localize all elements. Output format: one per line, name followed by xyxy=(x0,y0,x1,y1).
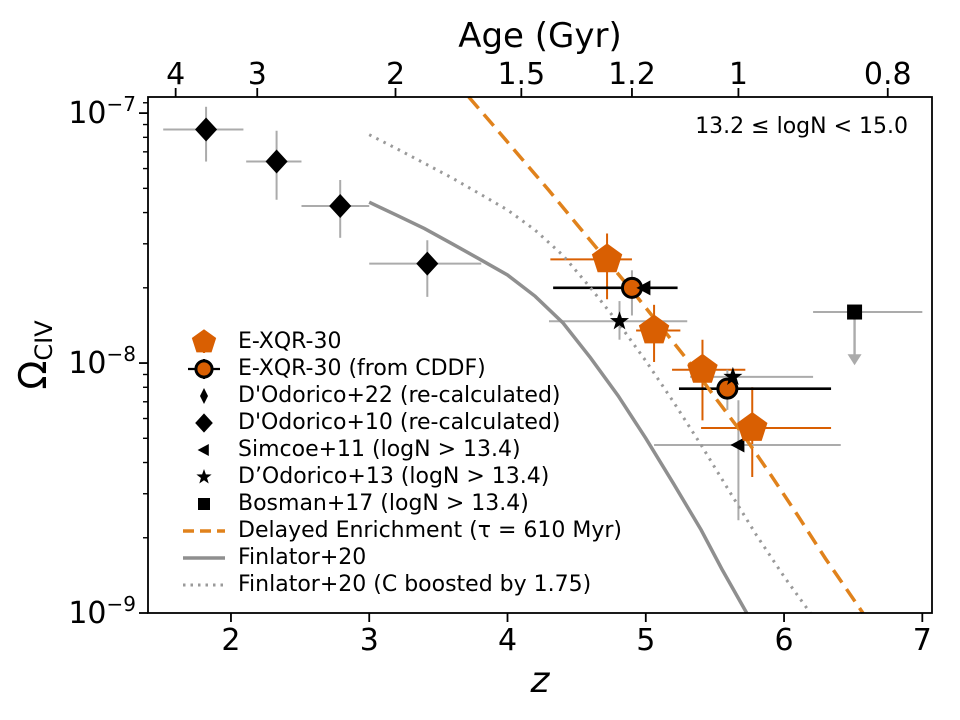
legend-item: E-XQR-30 xyxy=(180,328,622,355)
legend-label: D'Odorico+10 (re-calculated) xyxy=(238,410,561,435)
legend-marker-pentagon xyxy=(191,328,217,353)
legend-label: Delayed Enrichment (τ = 610 Myr) xyxy=(238,518,623,543)
data-point-diamond xyxy=(329,193,352,218)
top-axis-title: Age (Gyr) xyxy=(458,16,622,56)
legend-label: E-XQR-30 (from CDDF) xyxy=(238,356,486,381)
data-point-thin-diamond xyxy=(200,387,208,404)
legend-item: Finlator+20 xyxy=(180,544,622,571)
data-point-pentagon xyxy=(638,314,670,344)
x-axis-tick-label: 7 xyxy=(913,623,932,658)
data-point-pentagon xyxy=(591,243,623,273)
legend-label: E-XQR-30 xyxy=(238,329,342,354)
legend-marker-diamond xyxy=(195,412,213,433)
model-line-delayed-enrichment-610-myr xyxy=(467,95,865,614)
legend-item: E-XQR-30 (from CDDF) xyxy=(180,355,622,382)
top-axis-tick-label: 3 xyxy=(248,57,267,92)
x-axis-title: z xyxy=(530,660,551,701)
legend-item: D'Odorico+10 (re-calculated) xyxy=(180,409,622,436)
y-axis-tick-label: 10−7 xyxy=(68,92,136,131)
data-point-pentagon xyxy=(191,328,217,352)
series-simcoe-11-logn-13-4 xyxy=(636,280,745,453)
legend-marker-thin-diamond xyxy=(200,387,208,404)
data-point-diamond xyxy=(195,412,213,433)
y-axis-tick-label: 10−8 xyxy=(68,342,136,381)
legend-label: Bosman+17 (logN > 13.4) xyxy=(238,491,529,516)
legend-marker-square xyxy=(198,497,210,510)
legend-item: D'Odorico+22 (re-calculated) xyxy=(180,382,622,409)
model-line-finlator-20 xyxy=(368,200,749,614)
legend-item: Simcoe+11 (logN > 13.4) xyxy=(180,436,622,463)
legend-item: D’Odorico+13 (logN > 13.4) xyxy=(180,463,622,490)
model-lines xyxy=(368,95,865,614)
column-density-annotation: 13.2 ≤ logN < 15.0 xyxy=(695,114,908,139)
y-axis-tick-label: 10−9 xyxy=(68,592,136,631)
series-e-xqr-30-from-cddf xyxy=(620,276,739,400)
legend-item: Bosman+17 (logN > 13.4) xyxy=(180,490,622,517)
series-d-odorico-10-re-calculated xyxy=(195,117,439,276)
legend-label: Simcoe+11 (logN > 13.4) xyxy=(238,437,521,462)
x-axis-tick-label: 4 xyxy=(498,623,517,658)
legend-marker-star xyxy=(196,468,212,483)
legend-label: D'Odorico+22 (re-calculated) xyxy=(238,383,561,408)
legend-label: Finlator+20 (C boosted by 1.75) xyxy=(238,572,592,597)
x-axis-tick-label: 5 xyxy=(636,623,655,658)
legend-label: Finlator+20 xyxy=(238,545,367,570)
data-point-diamond xyxy=(416,251,439,276)
data-point-star xyxy=(723,366,743,386)
plot-frame xyxy=(147,96,933,614)
data-point-circle xyxy=(194,358,214,379)
legend-item: Delayed Enrichment (τ = 610 Myr) xyxy=(180,517,622,544)
series-bosman-17-logn-13-4 xyxy=(847,304,863,320)
data-point-star xyxy=(609,311,630,330)
data-point-diamond xyxy=(265,149,288,174)
legend-marker-solid-line xyxy=(183,555,225,560)
upper-limit-arrowhead xyxy=(847,354,862,366)
top-axis-tick-label: 0.8 xyxy=(864,57,912,92)
legend-item: Finlator+20 (C boosted by 1.75) xyxy=(180,571,622,598)
x-axis-tick-label: 3 xyxy=(360,623,379,658)
axes: 2 3 4 5 6 7 4 3 2 1.5 1.2 1 0.8 10−7 10−8 10−9 xyxy=(68,57,933,658)
legend-marker-dotted-line xyxy=(183,583,225,586)
legend-marker-dashed-line xyxy=(183,528,225,533)
data-point-star xyxy=(196,468,212,483)
top-axis-tick-label: 1.5 xyxy=(497,57,545,92)
data-point-pentagon xyxy=(737,411,768,441)
series-d-odorico-13-logn-13-4 xyxy=(609,311,743,386)
x-axis-tick-label: 6 xyxy=(775,623,794,658)
y-axis-title-omega: Ω xyxy=(11,361,55,390)
data-point-triangle-left xyxy=(636,280,651,296)
data-point-square xyxy=(198,497,210,510)
top-axis-tick-label: 4 xyxy=(166,57,185,92)
top-axis-tick-label: 2 xyxy=(386,57,405,92)
data-point-square xyxy=(847,304,863,320)
data-point-triangle-left xyxy=(730,437,745,453)
data-point-pentagon xyxy=(687,353,718,383)
top-axis-tick-label: 1.2 xyxy=(608,57,656,92)
y-axis-title: ΩCIV xyxy=(11,320,58,390)
legend-marker-circle-err xyxy=(188,358,220,379)
y-axis-title-subscript: CIV xyxy=(30,320,58,361)
data-point-triangle-left xyxy=(197,443,209,456)
top-axis-tick-label: 1 xyxy=(729,57,748,92)
legend: E-XQR-30 E-XQR-30 (from CDDF) D'Odorico+22… xyxy=(180,328,622,598)
legend-marker-triangle-left xyxy=(197,443,209,456)
x-axis-tick-label: 2 xyxy=(221,623,240,658)
data-point-diamond xyxy=(195,117,218,142)
data-point-circle xyxy=(716,377,739,400)
legend-label: D’Odorico+13 (logN > 13.4) xyxy=(238,464,550,489)
series-e-xqr-30 xyxy=(591,243,768,441)
